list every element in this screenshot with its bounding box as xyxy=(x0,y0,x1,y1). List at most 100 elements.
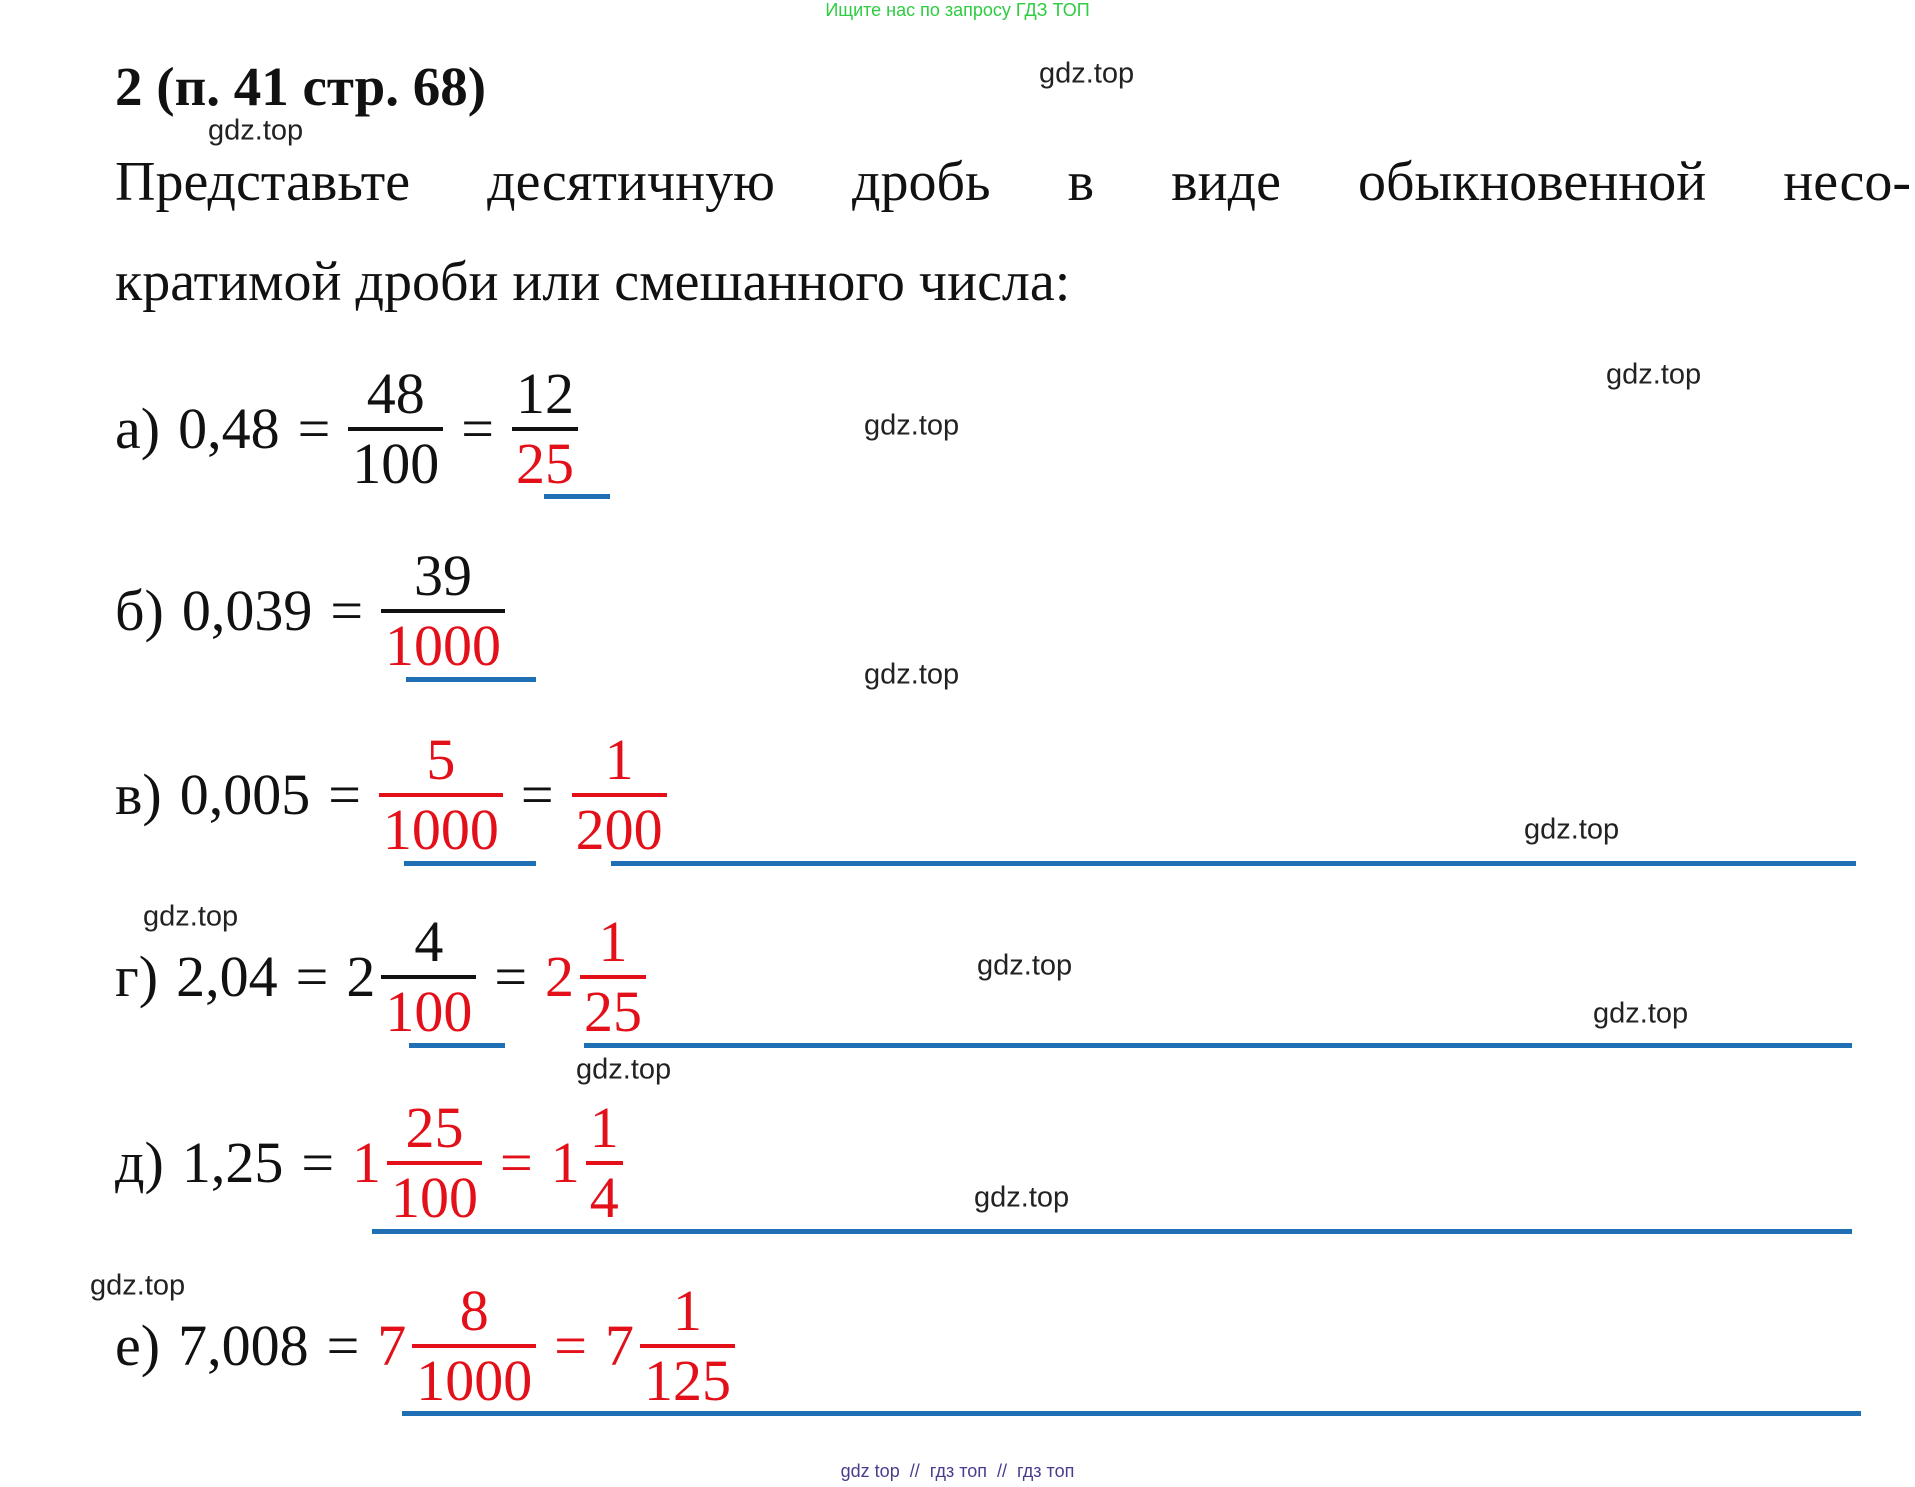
whole-part: 7 xyxy=(377,1313,407,1378)
fraction-bar xyxy=(348,427,444,431)
denominator: 1000 xyxy=(416,1348,533,1413)
underline xyxy=(611,861,1856,866)
equation: в) 0,005 = 5 1000 = 1 200 xyxy=(115,731,667,859)
equation: д) 1,25 = 1 25 100 = 1 1 4 xyxy=(115,1099,623,1227)
fraction-bar xyxy=(580,975,647,979)
denominator: 1000 xyxy=(382,797,499,862)
fraction: 48 100 xyxy=(348,361,444,496)
math-text: = xyxy=(520,762,554,827)
equation: а) 0,48 = 48 100 = 12 25 xyxy=(115,365,578,493)
underline xyxy=(544,494,610,499)
watermark: gdz.top xyxy=(576,1053,672,1086)
math-text: = xyxy=(554,1313,587,1378)
equation: б) 0,039 = 39 1000 xyxy=(115,547,506,675)
numerator: 1 xyxy=(598,909,628,974)
watermark: gdz.top xyxy=(864,658,960,691)
mixed-number: 7 8 1000 xyxy=(377,1278,537,1413)
fraction: 1 200 xyxy=(571,727,667,862)
mixed-number: 39 1000 xyxy=(381,547,506,675)
math-text: = xyxy=(297,396,331,461)
underline xyxy=(406,677,536,682)
fraction-bar xyxy=(378,793,503,797)
underline xyxy=(584,1043,1852,1048)
denominator: 125 xyxy=(644,1348,731,1413)
watermark: gdz.top xyxy=(1606,358,1702,391)
numerator: 1 xyxy=(604,727,634,792)
math-text: = xyxy=(461,396,494,461)
math-text: = xyxy=(326,1313,360,1378)
watermark: gdz.top xyxy=(1039,57,1135,90)
fraction-bar xyxy=(387,1161,483,1165)
denominator: 25 xyxy=(516,431,574,496)
item-label: в) xyxy=(115,762,162,827)
fraction: 25 100 xyxy=(387,1095,483,1230)
fraction-bar xyxy=(381,609,506,613)
fraction: 4 100 xyxy=(381,909,477,1041)
math-text: = xyxy=(330,578,364,643)
item-label: д) xyxy=(115,1130,164,1195)
watermark: gdz.top xyxy=(143,900,239,933)
math-text: = xyxy=(328,762,361,827)
denominator: 100 xyxy=(391,1165,479,1230)
numerator: 1 xyxy=(589,1095,619,1160)
underline xyxy=(372,1229,1852,1234)
mixed-number: 7 1 125 xyxy=(605,1282,735,1410)
numerator: 48 xyxy=(366,361,425,426)
item-label: б) xyxy=(115,578,164,643)
math-text: = xyxy=(494,944,528,1009)
denominator: 100 xyxy=(352,431,440,496)
math-text: 0,005 xyxy=(179,762,311,827)
banner: Ищите нас по запросу ГДЗ ТОП xyxy=(825,0,1090,20)
math-text: = xyxy=(500,1130,533,1195)
numerator: 4 xyxy=(414,909,444,974)
fraction: 39 1000 xyxy=(381,547,506,675)
watermark: gdz.top xyxy=(90,1269,186,1302)
fraction-bar xyxy=(571,793,667,797)
denominator: 25 xyxy=(584,979,643,1044)
watermark: gdz.top xyxy=(864,409,960,442)
whole-part: 2 xyxy=(545,944,575,1009)
footer: gdz top // гдз топ // гдз топ xyxy=(840,1461,1075,1481)
math-text: 0,039 xyxy=(181,578,313,643)
fraction-bar xyxy=(512,427,578,431)
fraction: 1 125 xyxy=(640,1282,735,1410)
fraction-bar xyxy=(640,1344,735,1348)
item-label: г) xyxy=(115,944,159,1009)
denominator: 200 xyxy=(575,797,663,862)
math-text: 2,04 xyxy=(176,944,278,1009)
fraction: 12 25 xyxy=(512,365,578,493)
mixed-number: 48 100 xyxy=(348,361,444,496)
math-text: 1,25 xyxy=(181,1130,284,1195)
equation: е) 7,008 = 7 8 1000 = 7 1 125 xyxy=(115,1282,735,1410)
numerator: 8 xyxy=(459,1278,489,1343)
numerator: 12 xyxy=(516,361,574,426)
watermark: gdz.top xyxy=(1593,997,1689,1030)
title: 2 (п. 41 стр. 68) xyxy=(115,56,487,117)
whole-part: 7 xyxy=(605,1313,634,1378)
mixed-number: 5 1000 xyxy=(378,727,503,862)
mixed-number: 1 25 100 xyxy=(352,1095,483,1230)
watermark: gdz.top xyxy=(208,114,304,147)
mixed-number: 2 4 100 xyxy=(346,909,477,1041)
numerator: 5 xyxy=(426,727,456,792)
item-label: а) xyxy=(115,396,161,461)
numerator: 1 xyxy=(673,1278,702,1343)
math-text: = xyxy=(301,1130,335,1195)
underline xyxy=(402,1411,1861,1416)
watermark: gdz.top xyxy=(974,1181,1070,1214)
fraction-bar xyxy=(381,975,477,979)
whole-part: 1 xyxy=(352,1130,382,1195)
numerator: 25 xyxy=(405,1095,464,1160)
watermark: gdz.top xyxy=(1524,813,1620,846)
watermark: gdz.top xyxy=(977,949,1073,982)
fraction: 8 1000 xyxy=(412,1278,537,1413)
mixed-number: 12 25 xyxy=(512,365,578,493)
math-text: 7,008 xyxy=(178,1313,309,1378)
task-line: Представьте десятичную дробь в виде обык… xyxy=(115,151,1911,213)
fraction-bar xyxy=(585,1161,623,1165)
task-line: кратимой дроби или смешанного числа: xyxy=(115,251,1071,313)
mixed-number: 1 200 xyxy=(571,727,667,862)
